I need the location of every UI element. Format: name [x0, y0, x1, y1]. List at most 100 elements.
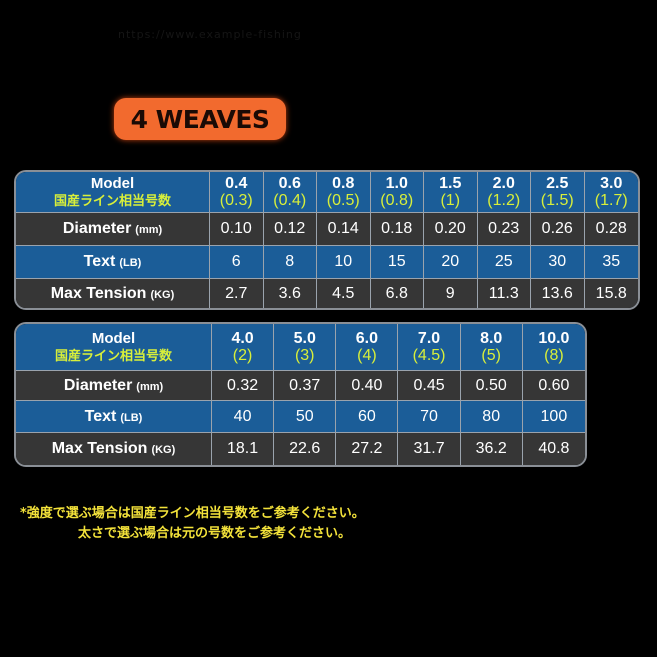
size-cell: 5.0 (3) — [274, 324, 337, 371]
size-value: 1.0 — [385, 174, 408, 192]
size-cell: 8.0 (5) — [460, 324, 523, 371]
size-value: 10.0 — [538, 329, 570, 347]
test-value: 25 — [477, 246, 531, 279]
equivalent-value: (0.4) — [273, 191, 307, 209]
diameter-label-cell: Diameter (mm) — [16, 371, 212, 401]
test-label: Text — [84, 407, 117, 425]
equivalent-value: (0.8) — [380, 191, 414, 209]
test-label-cell: Text (LB) — [16, 246, 210, 279]
model-label: Model — [90, 175, 135, 192]
model-jp-label: 国産ライン相当号数 — [54, 348, 172, 363]
note-strength: *強度で選ぶ場合は国産ライン相当号数をご参考ください。 — [20, 506, 365, 521]
test-label-cell: Text (LB) — [16, 401, 212, 433]
diameter-value: 0.28 — [584, 213, 638, 246]
diameter-row: Diameter (mm) 0.10 0.12 0.14 0.18 0.20 0.23 0.26… — [16, 213, 638, 246]
model-row: Model 国産ライン相当号数 4.0 (2) 5.0 (3) 6.0 (4) 7.0 (4.5)… — [16, 324, 585, 371]
size-value: 0.4 — [225, 174, 248, 192]
equivalent-value: (1) — [440, 191, 461, 209]
test-value: 80 — [460, 401, 523, 433]
test-value: 50 — [274, 401, 337, 433]
equivalent-value: (2) — [232, 346, 253, 364]
model-jp-label: 国産ライン相当号数 — [53, 193, 171, 208]
diameter-value: 0.14 — [317, 213, 371, 246]
tension-value: 11.3 — [477, 279, 531, 308]
size-cell: 7.0 (4.5) — [398, 324, 461, 371]
equivalent-value: (1.5) — [540, 191, 574, 209]
test-label: Text — [83, 253, 116, 270]
equivalent-value: (4.5) — [412, 346, 446, 364]
tension-value: 27.2 — [336, 433, 399, 465]
size-cell: 0.4 (0.3) — [210, 172, 264, 213]
size-value: 6.0 — [355, 329, 379, 347]
tension-value: 9 — [424, 279, 478, 308]
equivalent-value: (1.2) — [487, 191, 521, 209]
spec-table-2: Model 国産ライン相当号数 4.0 (2) 5.0 (3) 6.0 (4) 7.0 (4.5)… — [14, 322, 587, 467]
test-value: 60 — [336, 401, 399, 433]
diameter-value: 0.18 — [370, 213, 424, 246]
test-value: 6 — [210, 246, 264, 279]
model-label-cell: Model 国産ライン相当号数 — [16, 172, 210, 213]
size-value: 1.5 — [439, 174, 462, 192]
equivalent-value: (1.7) — [594, 191, 628, 209]
tension-unit: (KG) — [150, 288, 175, 301]
tension-value: 13.6 — [531, 279, 585, 308]
size-value: 5.0 — [293, 329, 316, 347]
equivalent-value: (0.3) — [219, 191, 253, 209]
equivalent-value: (8) — [544, 346, 564, 364]
tension-value: 2.7 — [210, 279, 264, 308]
tension-unit: (KG) — [151, 444, 176, 456]
diameter-label-cell: Diameter (mm) — [16, 213, 210, 246]
diameter-unit: (mm) — [135, 224, 163, 236]
size-cell: 3.0 (1.7) — [584, 172, 638, 213]
model-label: Model — [91, 330, 136, 347]
test-row: Text (LB) 40 50 60 70 80 100 — [16, 401, 585, 433]
diameter-value: 0.60 — [522, 371, 585, 401]
size-value: 7.0 — [417, 329, 441, 347]
test-value: 70 — [398, 401, 461, 433]
test-unit: (LB) — [120, 411, 143, 424]
size-value: 0.6 — [278, 174, 301, 192]
diameter-value: 0.12 — [263, 213, 317, 246]
diameter-value: 0.32 — [212, 371, 275, 401]
size-value: 8.0 — [480, 329, 503, 347]
test-value: 30 — [531, 246, 585, 279]
size-cell: 0.6 (0.4) — [263, 172, 317, 213]
test-value: 15 — [370, 246, 424, 279]
test-value: 20 — [424, 246, 478, 279]
spec-table-1: Model 国産ライン相当号数 0.4 (0.3) 0.6 (0.4) 0.8 (0.5) 1.… — [14, 170, 640, 310]
tension-label: Max Tension — [50, 284, 147, 302]
diameter-unit: (mm) — [136, 380, 164, 393]
size-cell: 4.0 (2) — [212, 324, 275, 371]
tension-row: Max Tension (KG) 18.1 22.6 27.2 31.7 36.2 40.8 — [16, 433, 585, 465]
test-value: 40 — [212, 401, 275, 433]
tension-value: 15.8 — [584, 279, 638, 308]
model-row: Model 国産ライン相当号数 0.4 (0.3) 0.6 (0.4) 0.8 (0.5) 1.… — [16, 172, 638, 213]
diameter-value: 0.40 — [336, 371, 399, 401]
equivalent-value: (3) — [294, 346, 315, 364]
tension-value: 36.2 — [460, 433, 523, 465]
size-value: 3.0 — [600, 174, 623, 192]
tension-value: 18.1 — [212, 433, 275, 465]
tension-label: Max Tension — [51, 440, 148, 457]
size-value: 0.8 — [332, 174, 355, 192]
tension-value: 6.8 — [370, 279, 424, 308]
size-value: 2.0 — [492, 174, 515, 192]
equivalent-value: (4) — [357, 346, 377, 364]
equivalent-value: (5) — [481, 346, 501, 364]
size-cell: 2.0 (1.2) — [477, 172, 531, 213]
tension-value: 31.7 — [398, 433, 461, 465]
size-cell: 1.5 (1) — [424, 172, 478, 213]
size-cell: 0.8 (0.5) — [317, 172, 371, 213]
diameter-label: Diameter — [63, 376, 133, 394]
faint-header-text: nttps://www.example-fishing — [118, 28, 302, 41]
size-cell: 2.5 (1.5) — [531, 172, 585, 213]
size-value: 4.0 — [231, 329, 254, 347]
diameter-row: Diameter (mm) 0.32 0.37 0.40 0.45 0.50 0.60 — [16, 371, 585, 401]
test-value: 100 — [522, 401, 585, 433]
size-cell: 6.0 (4) — [336, 324, 399, 371]
diameter-value: 0.26 — [531, 213, 585, 246]
model-label-cell: Model 国産ライン相当号数 — [16, 324, 212, 371]
tension-value: 4.5 — [317, 279, 371, 308]
test-value: 35 — [584, 246, 638, 279]
note-thickness: 太さで選ぶ場合は元の号数をご参考ください。 — [78, 526, 352, 541]
